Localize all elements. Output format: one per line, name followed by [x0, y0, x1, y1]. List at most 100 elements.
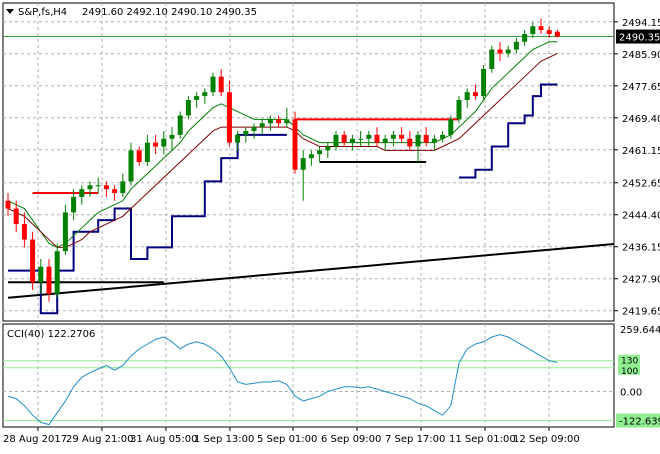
candle — [472, 84, 478, 100]
candle-body — [218, 76, 224, 93]
header-info: S&P,fs,H4 2491.60 2492.10 2490.10 2490.3… — [6, 7, 257, 18]
candle — [284, 107, 290, 128]
candle-body — [472, 92, 478, 97]
candle-body — [194, 96, 200, 100]
candle — [374, 127, 380, 147]
candle-body — [251, 127, 257, 131]
cci-label: CCI(40) 122.2706 — [7, 329, 95, 340]
candle-body — [169, 134, 175, 139]
candle-body — [308, 154, 314, 159]
candle — [497, 41, 503, 62]
cci-tick-label: 0.00 — [620, 387, 642, 398]
candle-body — [300, 158, 306, 170]
candle-body — [79, 189, 85, 197]
candle-body — [177, 115, 183, 135]
price-tick-label: 2444.40 — [622, 211, 660, 222]
candle-body — [554, 31, 560, 37]
candle — [128, 142, 134, 186]
candle — [554, 29, 560, 38]
time-tick-label: 5 Sep 01:00 — [257, 434, 317, 445]
candle — [399, 127, 405, 143]
candle — [440, 130, 446, 143]
candle — [235, 130, 241, 151]
price-tick-label: 2469.40 — [622, 114, 660, 125]
moving-average-fast — [7, 41, 558, 248]
candle-body — [226, 92, 232, 143]
candle-body — [71, 196, 77, 213]
candle — [538, 18, 544, 35]
candle — [358, 130, 364, 147]
main-plot-area[interactable] — [2, 2, 615, 322]
candle-body — [431, 138, 437, 143]
candle — [194, 92, 200, 108]
axis-layer: 2494.15 2485.90 2477.65 2469.40 2461.15 2452.… — [3, 18, 660, 445]
header-symbol: S&P,fs,H4 — [18, 7, 67, 18]
candle — [38, 258, 44, 294]
candle-body — [407, 138, 413, 147]
candle — [153, 134, 159, 155]
candle — [522, 30, 528, 46]
candle-body — [128, 150, 134, 182]
time-tick-label: 1 Sep 13:00 — [194, 434, 254, 445]
candle-body — [13, 208, 19, 225]
candle-body — [267, 119, 273, 124]
candle-body — [292, 119, 298, 170]
candle-body — [144, 142, 150, 162]
candle-body — [103, 185, 109, 190]
candle — [120, 173, 126, 197]
price-tick-label: 2494.15 — [622, 18, 660, 29]
candle — [30, 231, 36, 290]
cci-min-badge — [616, 413, 660, 428]
candle — [407, 130, 413, 151]
candle — [317, 146, 323, 162]
trend-line — [7, 242, 614, 299]
price-tick-label: 2461.15 — [622, 146, 660, 157]
time-tick-label: 29 Aug 21:00 — [66, 434, 133, 445]
candle — [62, 204, 68, 256]
candle — [431, 134, 437, 151]
candle — [415, 130, 421, 162]
candle-body — [185, 99, 191, 116]
candle-body — [112, 189, 118, 194]
candle-body — [284, 119, 290, 124]
candle-body — [358, 138, 364, 140]
candle-body — [497, 49, 503, 54]
candle-body — [366, 134, 372, 139]
candle-body — [448, 119, 454, 135]
candle-body — [513, 41, 519, 50]
cci-level-badge — [618, 354, 640, 367]
price-tick-label: 2419.65 — [622, 307, 660, 318]
grid-layer — [3, 3, 614, 427]
time-tick-label: 6 Sep 09:00 — [321, 434, 381, 445]
price-tick-label: 2477.65 — [622, 82, 660, 93]
candle — [95, 177, 101, 194]
candle-body — [202, 92, 208, 97]
candle-body — [341, 134, 347, 143]
candle — [103, 181, 109, 197]
candle — [366, 130, 372, 147]
cci-level-label: 130 — [621, 357, 638, 367]
candle-body — [210, 76, 216, 93]
current-price-badge — [616, 29, 660, 44]
candle-body — [5, 200, 11, 209]
candle — [546, 26, 552, 38]
current-price-label: 2490.35 — [619, 33, 660, 44]
candle — [259, 119, 265, 135]
cci-tick-label: 259.6446 — [620, 325, 660, 336]
candle — [308, 150, 314, 166]
candle — [530, 22, 536, 38]
candle — [349, 134, 355, 151]
main-series-layer — [3, 18, 614, 315]
candle-body — [522, 34, 528, 42]
candle — [300, 150, 306, 201]
chart-menu-triangle-icon[interactable] — [6, 9, 14, 14]
candle-body — [317, 150, 323, 155]
cci-plot-area[interactable] — [2, 323, 615, 428]
candle-body — [456, 99, 462, 120]
candle-body — [489, 49, 495, 69]
cci-series-layer — [3, 334, 614, 426]
candle-body — [21, 224, 27, 240]
candle-body — [374, 134, 380, 143]
